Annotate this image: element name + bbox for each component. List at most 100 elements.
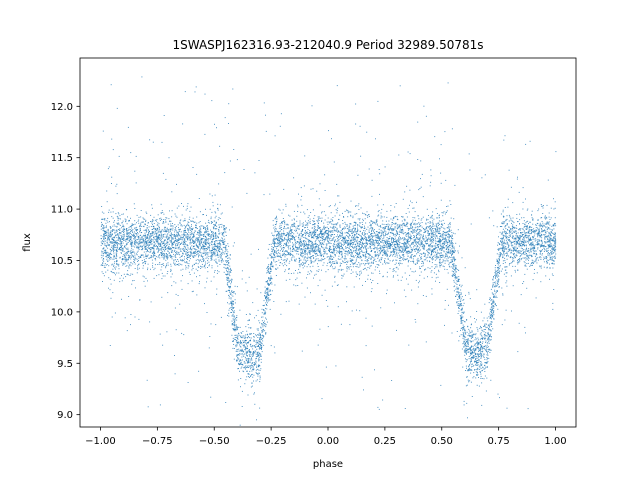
data-point xyxy=(340,235,342,237)
data-point xyxy=(282,253,284,255)
data-point xyxy=(220,248,222,250)
data-point xyxy=(319,227,321,228)
data-point xyxy=(306,238,308,240)
data-point xyxy=(390,210,392,212)
data-point xyxy=(523,217,525,219)
data-point xyxy=(499,264,501,266)
data-point xyxy=(439,158,440,160)
data-point xyxy=(428,252,430,254)
data-point xyxy=(370,226,372,228)
data-point xyxy=(170,270,172,272)
data-point xyxy=(460,334,462,336)
data-point xyxy=(378,260,380,262)
data-point xyxy=(498,268,500,270)
data-point xyxy=(370,233,371,235)
data-point xyxy=(359,263,361,265)
data-point xyxy=(270,277,272,279)
data-point xyxy=(120,218,121,220)
data-point xyxy=(315,273,317,275)
data-point xyxy=(438,238,440,240)
data-point xyxy=(393,245,395,247)
data-point xyxy=(312,265,314,267)
data-point xyxy=(338,250,340,252)
data-point xyxy=(160,264,162,265)
data-point xyxy=(373,245,375,247)
data-point xyxy=(396,266,398,268)
data-point xyxy=(161,272,163,274)
data-point xyxy=(320,239,322,241)
data-point xyxy=(541,254,543,256)
data-point xyxy=(497,272,499,274)
data-point xyxy=(236,328,238,329)
data-point xyxy=(334,281,336,283)
data-point xyxy=(344,262,346,263)
data-point xyxy=(451,254,452,256)
data-point xyxy=(113,239,114,241)
data-point xyxy=(317,222,319,224)
data-point xyxy=(378,408,380,410)
data-point xyxy=(502,241,504,243)
data-point xyxy=(294,229,296,231)
data-point xyxy=(468,334,470,336)
data-point xyxy=(468,366,470,368)
data-point xyxy=(402,239,404,241)
data-point xyxy=(397,231,398,233)
data-point xyxy=(314,246,316,247)
data-point xyxy=(333,248,335,250)
data-point xyxy=(481,177,483,179)
data-point xyxy=(154,258,156,260)
data-point xyxy=(111,254,113,255)
data-point xyxy=(503,242,505,244)
data-point xyxy=(345,234,347,236)
data-point xyxy=(480,361,482,363)
data-point xyxy=(502,231,504,233)
data-point xyxy=(351,262,353,264)
data-point xyxy=(395,259,397,261)
data-point xyxy=(236,334,238,336)
data-point xyxy=(527,220,529,222)
data-point xyxy=(257,341,259,343)
data-point xyxy=(144,247,146,249)
data-point xyxy=(246,351,248,353)
data-point xyxy=(535,244,537,246)
data-point xyxy=(339,234,341,236)
data-point xyxy=(407,222,409,224)
data-point xyxy=(365,256,367,258)
data-point xyxy=(336,285,338,286)
data-point xyxy=(546,250,548,252)
data-point xyxy=(508,229,510,231)
data-point xyxy=(283,254,285,256)
data-point xyxy=(266,287,268,289)
data-point xyxy=(167,239,169,241)
data-point xyxy=(350,214,352,216)
data-point xyxy=(202,266,204,268)
data-point xyxy=(453,258,455,260)
data-point xyxy=(298,268,300,270)
data-point xyxy=(284,237,286,239)
data-point xyxy=(130,245,132,247)
data-point xyxy=(108,244,109,246)
data-point xyxy=(344,253,346,254)
data-point xyxy=(187,239,189,241)
data-point xyxy=(505,272,507,274)
data-point xyxy=(500,248,502,250)
data-point xyxy=(532,260,534,262)
data-point xyxy=(508,220,510,222)
data-point xyxy=(487,361,489,363)
data-point xyxy=(150,244,152,246)
data-point xyxy=(377,232,379,233)
data-point xyxy=(287,240,289,242)
data-point xyxy=(525,143,527,145)
data-point xyxy=(386,243,387,245)
data-point xyxy=(394,256,396,258)
data-point xyxy=(403,241,405,243)
data-point xyxy=(151,231,153,233)
data-point xyxy=(146,227,148,229)
data-point xyxy=(540,225,542,227)
data-point xyxy=(322,233,324,234)
data-point xyxy=(234,321,236,323)
data-point xyxy=(440,252,442,254)
data-point xyxy=(167,230,169,232)
data-point xyxy=(233,316,235,318)
data-point xyxy=(257,337,259,338)
